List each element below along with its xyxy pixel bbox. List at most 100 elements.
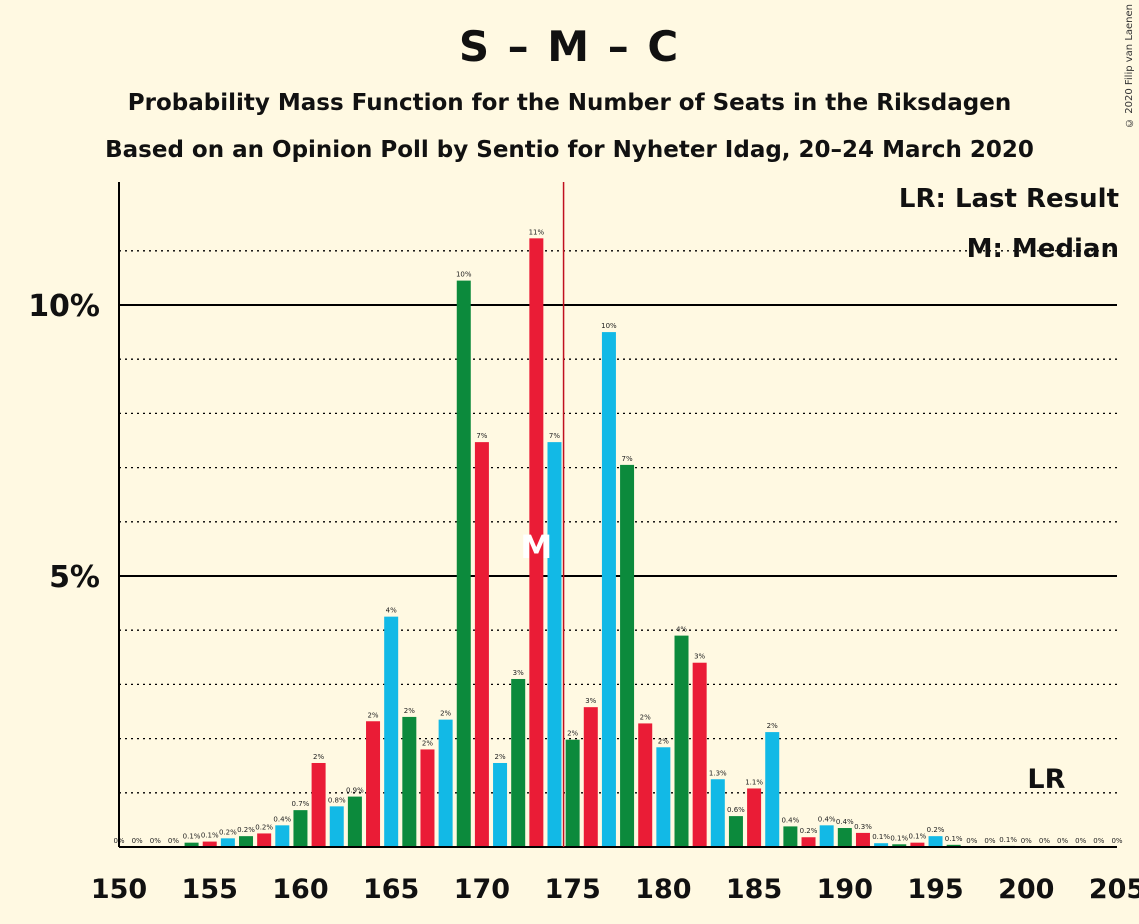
bar-label-178: 7%	[622, 455, 633, 463]
x-tick-label-200: 200	[998, 874, 1054, 905]
y-tick-label-10: 10%	[28, 289, 100, 324]
markers: LR M	[520, 182, 1066, 847]
axes: 150 155 160 165 170 175 180 185 190 195 200 205 5% 10…	[28, 182, 1139, 905]
bar-label-155: 0.1%	[201, 832, 219, 840]
x-tick-label-175: 175	[544, 874, 600, 905]
bar-195	[928, 836, 943, 847]
bar-label-168: 2%	[440, 710, 451, 718]
bar-176	[583, 707, 598, 847]
bar-label-186: 2%	[767, 722, 778, 730]
bar-183	[710, 779, 725, 847]
bar-label-156: 0.2%	[219, 828, 237, 836]
bar-label-181: 4%	[676, 626, 687, 634]
bar-187	[783, 826, 798, 847]
x-tick-label-165: 165	[363, 874, 419, 905]
bar-label-200: 0%	[1021, 837, 1032, 845]
bar-label-160: 0.7%	[292, 800, 310, 808]
bar-label-191: 0.3%	[854, 823, 872, 831]
bar-label-166: 2%	[404, 707, 415, 715]
grid-lines	[119, 250, 1117, 794]
bar-label-164: 2%	[367, 711, 378, 719]
bar-177	[601, 332, 616, 848]
bar-170	[474, 442, 489, 847]
bar-label-174: 7%	[549, 432, 560, 440]
median-marker: M	[520, 528, 552, 566]
bar-label-170: 7%	[476, 432, 487, 440]
data-labels: 0%0%0%0%0.1%0.1%0.2%0.2%0.2%0.4%0.7%2%0.…	[113, 228, 1122, 845]
bar-180	[656, 747, 671, 847]
bar-194	[910, 842, 925, 847]
y-tick-label-5: 5%	[49, 560, 100, 595]
bar-191	[855, 832, 870, 847]
bar-172	[511, 678, 526, 847]
last-result-marker: LR	[1027, 764, 1065, 795]
bar-label-154: 0.1%	[183, 833, 201, 841]
bar-label-177: 10%	[601, 322, 617, 330]
bar-label-167: 2%	[422, 739, 433, 747]
bar-label-151: 0%	[132, 837, 143, 845]
bar-168	[438, 719, 453, 847]
bar-164	[366, 721, 381, 847]
bar-label-185: 1.1%	[745, 778, 763, 786]
bar-169	[456, 280, 471, 847]
bar-label-194: 0.1%	[909, 833, 927, 841]
x-tick-label-185: 185	[726, 874, 782, 905]
bar-label-175: 2%	[567, 730, 578, 738]
x-tick-label-160: 160	[272, 874, 328, 905]
bar-label-190: 0.4%	[836, 818, 854, 826]
bar-155	[202, 841, 217, 847]
bar-193	[892, 844, 907, 847]
bar-156	[220, 838, 235, 847]
bar-182	[692, 662, 707, 847]
x-tick-label-205: 205	[1089, 874, 1139, 905]
bar-label-204: 0%	[1093, 837, 1104, 845]
bar-184	[728, 816, 743, 847]
bar-179	[638, 723, 653, 847]
bar-label-198: 0%	[984, 837, 995, 845]
bar-label-161: 2%	[313, 753, 324, 761]
bar-label-196: 0.1%	[945, 835, 963, 843]
bar-label-188: 0.2%	[800, 827, 818, 835]
bar-label-183: 1.3%	[709, 769, 727, 777]
bar-label-182: 3%	[694, 653, 705, 661]
bar-label-184: 0.6%	[727, 806, 745, 814]
bar-158	[257, 833, 272, 847]
bar-192	[874, 843, 889, 847]
bar-166	[402, 716, 417, 847]
bar-189	[819, 825, 834, 847]
bar-188	[801, 837, 816, 847]
bar-series	[184, 238, 1016, 848]
bar-162	[329, 806, 344, 847]
bar-175	[565, 739, 580, 847]
bar-label-158: 0.2%	[255, 823, 273, 831]
bar-label-152: 0%	[150, 837, 161, 845]
bar-label-197: 0%	[966, 837, 977, 845]
bar-label-163: 0.9%	[346, 787, 364, 795]
bar-190	[837, 828, 852, 847]
bar-171	[493, 762, 508, 847]
bar-label-159: 0.4%	[273, 815, 291, 823]
bar-173	[529, 238, 544, 848]
bar-label-179: 2%	[640, 713, 651, 721]
bar-label-176: 3%	[585, 697, 596, 705]
bar-label-189: 0.4%	[818, 815, 836, 823]
bar-160	[293, 810, 308, 847]
bar-label-165: 4%	[386, 607, 397, 615]
x-tick-label-155: 155	[182, 874, 238, 905]
bar-157	[239, 836, 254, 847]
chart-source-note: Based on an Opinion Poll by Sentio for N…	[105, 137, 1034, 163]
bar-label-202: 0%	[1057, 837, 1068, 845]
chart-title: S – M – C	[458, 22, 681, 71]
bar-label-169: 10%	[456, 271, 472, 279]
bar-label-180: 2%	[658, 737, 669, 745]
bar-178	[620, 464, 635, 847]
bar-label-203: 0%	[1075, 837, 1086, 845]
bar-174	[547, 442, 562, 847]
bar-label-172: 3%	[513, 669, 524, 677]
x-tick-label-195: 195	[907, 874, 963, 905]
bar-label-171: 2%	[494, 753, 505, 761]
bar-label-201: 0%	[1039, 837, 1050, 845]
bar-label-153: 0%	[168, 837, 179, 845]
bar-label-173: 11%	[529, 228, 545, 236]
